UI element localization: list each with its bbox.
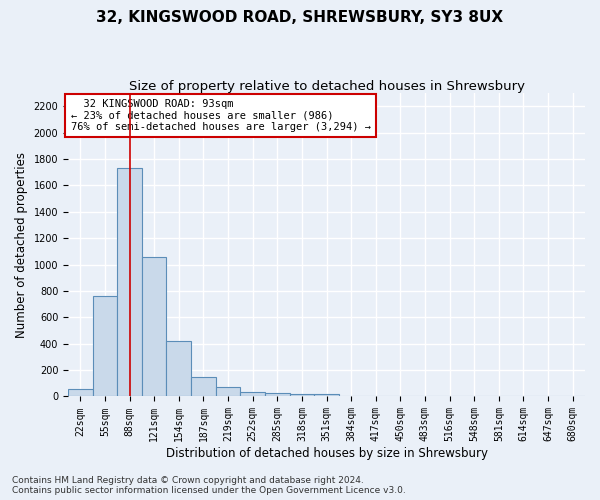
Bar xyxy=(117,168,142,396)
Bar xyxy=(241,392,265,396)
Text: 32, KINGSWOOD ROAD, SHREWSBURY, SY3 8UX: 32, KINGSWOOD ROAD, SHREWSBURY, SY3 8UX xyxy=(97,10,503,25)
Bar xyxy=(314,394,339,396)
Bar xyxy=(142,256,166,396)
Bar xyxy=(92,296,117,396)
Bar xyxy=(216,386,241,396)
Title: Size of property relative to detached houses in Shrewsbury: Size of property relative to detached ho… xyxy=(128,80,524,93)
Bar xyxy=(68,389,92,396)
X-axis label: Distribution of detached houses by size in Shrewsbury: Distribution of detached houses by size … xyxy=(166,447,488,460)
Text: Contains HM Land Registry data © Crown copyright and database right 2024.
Contai: Contains HM Land Registry data © Crown c… xyxy=(12,476,406,495)
Bar xyxy=(166,341,191,396)
Bar xyxy=(290,394,314,396)
Bar xyxy=(191,376,216,396)
Bar xyxy=(265,392,290,396)
Text: 32 KINGSWOOD ROAD: 93sqm
← 23% of detached houses are smaller (986)
76% of semi-: 32 KINGSWOOD ROAD: 93sqm ← 23% of detach… xyxy=(71,99,371,132)
Y-axis label: Number of detached properties: Number of detached properties xyxy=(15,152,28,338)
